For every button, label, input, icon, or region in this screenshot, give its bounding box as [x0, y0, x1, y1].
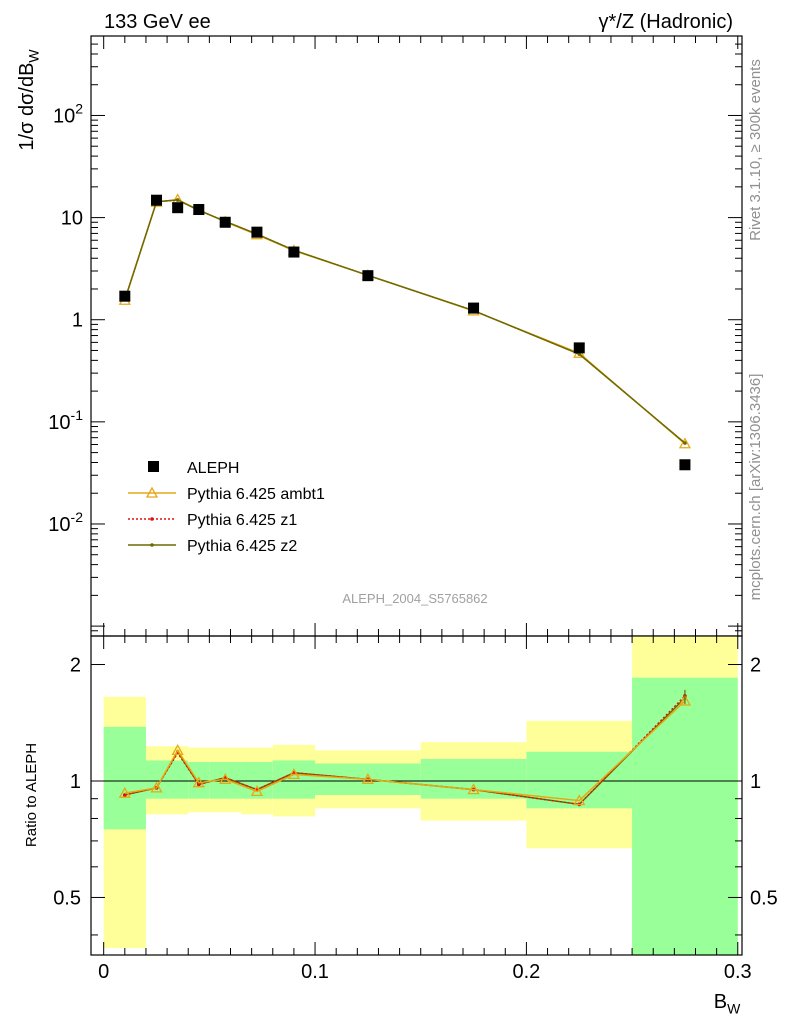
mcplots-note: mcplots.cern.ch [arXiv:1306.3436]	[747, 374, 764, 601]
ratio-plot-panel: 0 0.1 0.2 0.3 0.5 0.5 1 1 2 2	[53, 635, 778, 983]
y-tick-label: 1	[72, 310, 83, 332]
uncertainty-band-inner	[420, 758, 527, 799]
uncertainty-band-inner	[145, 760, 189, 799]
data-point	[172, 202, 184, 214]
y-tick-label: 10	[61, 208, 83, 230]
header-left-label: 133 GeV ee	[104, 11, 211, 33]
x-tick-label: 0.3	[724, 961, 752, 983]
data-point	[362, 270, 374, 282]
ratio-series-point	[123, 793, 127, 797]
legend-entry: Pythia 6.425 z2	[128, 538, 297, 555]
y-tick-label: 0.5	[53, 887, 81, 909]
series-point	[678, 437, 692, 449]
x-tick-label: 0.2	[513, 961, 541, 983]
ratio-y-axis-label: Ratio to ALEPH	[23, 743, 40, 847]
ratio-series-point	[678, 694, 692, 706]
header-right-label: γ*/Z (Hadronic)	[599, 11, 733, 33]
ratio-series-point	[150, 781, 163, 793]
y-tick-label: 2	[70, 655, 81, 677]
ratio-series-point	[250, 785, 264, 797]
legend-marker	[148, 461, 159, 472]
legend-marker	[145, 486, 159, 498]
series-line	[124, 199, 686, 444]
y-tick-label: 102	[53, 100, 83, 127]
ratio-series-point	[287, 768, 301, 780]
data-point	[288, 246, 300, 258]
x-axis-label: BW	[714, 991, 741, 1017]
legend-marker	[150, 543, 154, 547]
legend-entry: ALEPH	[148, 460, 239, 477]
legend-label: Pythia 6.425 z2	[187, 538, 297, 555]
main-y-axis-label: 1/σ dσ/dBW	[16, 49, 42, 151]
legend-marker	[150, 517, 154, 521]
legend-label: Pythia 6.425 z1	[187, 512, 297, 529]
data-point	[119, 290, 131, 302]
data-point	[151, 194, 163, 206]
data-point	[679, 459, 691, 471]
legend: ALEPH Pythia 6.425 ambt1 Pythia 6.425 z1 Py…	[128, 460, 325, 555]
series-point	[683, 441, 687, 445]
ratio-series-line	[124, 695, 686, 806]
ratio-series-point	[192, 776, 205, 788]
uncertainty-band-inner	[632, 677, 738, 955]
y-tick-label-right: 0.5	[750, 887, 778, 909]
ratio-plot-frame	[90, 635, 743, 956]
y-tick-label-right: 1	[750, 771, 761, 793]
y-tick-label: 10-1	[48, 407, 83, 434]
legend-label: ALEPH	[187, 460, 239, 477]
y-tick-label: 1	[70, 771, 81, 793]
data-point	[468, 302, 480, 314]
x-tick-label: 0.1	[301, 961, 329, 983]
ratio-series-point	[361, 772, 374, 784]
legend-entry: Pythia 6.425 ambt1	[128, 486, 325, 503]
series-line	[124, 199, 686, 444]
ratio-series-point	[196, 782, 201, 787]
data-point	[193, 204, 205, 216]
rivet-version-note: Rivet 3.1.10, ≥ 300k events	[747, 59, 764, 241]
ratio-series-point	[573, 794, 586, 806]
data-point	[251, 226, 263, 238]
legend-label: Pythia 6.425 ambt1	[187, 486, 325, 503]
series-point	[175, 198, 180, 202]
analysis-watermark: ALEPH_2004_S5765862	[342, 591, 487, 606]
ratio-series-point	[171, 744, 184, 756]
main-plot-panel: 102 10 1 10-1 10-2	[48, 35, 743, 637]
uncertainty-band-inner	[188, 761, 210, 799]
series-line	[124, 198, 686, 445]
uncertainty-band-inner	[103, 726, 146, 830]
ratio-series-point	[219, 772, 232, 784]
x-tick-label: 0	[98, 961, 109, 983]
data-point	[573, 342, 585, 354]
data-point	[219, 216, 231, 228]
y-tick-label-right: 2	[750, 655, 761, 677]
ratio-series-point	[118, 786, 131, 798]
ratio-series-line	[124, 700, 686, 802]
ratio-series-point	[467, 783, 480, 795]
y-tick-label: 10-2	[48, 509, 83, 536]
legend-entry: Pythia 6.425 z1	[128, 512, 297, 529]
uncertainty-band-inner	[241, 761, 273, 799]
